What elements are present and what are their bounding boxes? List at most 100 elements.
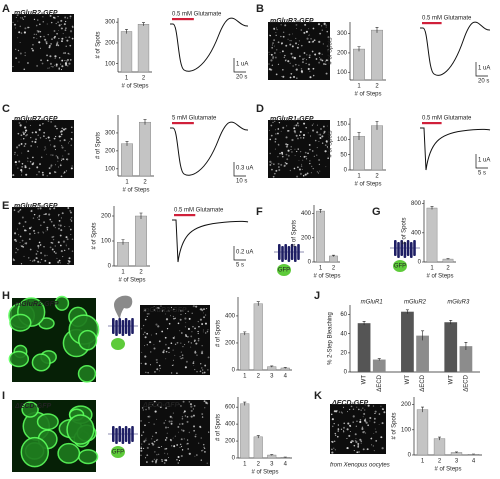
x-axis-label: # of Steps — [118, 278, 145, 284]
spot — [17, 132, 20, 135]
x-tick-label: 2 — [143, 180, 147, 186]
spot — [284, 162, 286, 164]
spot — [180, 313, 182, 316]
spot — [319, 32, 322, 35]
spot — [31, 47, 33, 50]
spot — [19, 235, 22, 238]
scale-current: 0.3 uA — [236, 166, 253, 172]
spot — [287, 60, 290, 63]
spot — [276, 28, 278, 31]
spot — [193, 425, 196, 428]
spot — [43, 246, 45, 248]
spot — [205, 332, 207, 334]
spot — [181, 417, 184, 420]
spot — [285, 136, 288, 139]
spot — [365, 421, 368, 424]
x-tick-label: 4 — [472, 459, 476, 465]
spot — [12, 174, 15, 177]
spot — [373, 450, 375, 452]
spot — [64, 150, 66, 152]
cell — [31, 353, 51, 372]
spot — [144, 309, 147, 312]
spot — [285, 145, 288, 148]
x-tick-label: 2 — [257, 374, 261, 380]
spot — [318, 163, 321, 166]
spot — [289, 43, 292, 46]
spot — [292, 33, 293, 35]
spot — [284, 54, 286, 57]
spot — [14, 153, 16, 155]
spot — [29, 259, 31, 262]
spot — [47, 67, 49, 69]
spot — [352, 415, 355, 418]
x-tick-label: 1 — [125, 76, 129, 82]
spot — [192, 414, 195, 417]
bar — [253, 303, 263, 371]
spot — [58, 57, 61, 59]
spot — [36, 257, 38, 259]
spot — [56, 127, 58, 130]
spot — [193, 429, 196, 432]
spot — [50, 166, 52, 168]
spot — [39, 261, 41, 264]
spot — [32, 156, 34, 159]
spot — [62, 155, 64, 157]
spot — [144, 362, 147, 365]
spot — [179, 446, 181, 448]
spot — [53, 145, 56, 148]
spot — [153, 423, 155, 425]
spot — [63, 139, 66, 142]
x-tick-label: 1 — [421, 459, 425, 465]
spot — [282, 35, 285, 38]
spot — [296, 28, 297, 30]
y-tick-label: 100 — [401, 427, 412, 433]
scale-time: 5 s — [478, 171, 486, 177]
scale-current: 1 uA — [478, 158, 490, 164]
spot — [274, 120, 276, 122]
gfp-label: GFP — [112, 450, 124, 456]
stimulus-label: 0.5 mM Glutamate — [422, 116, 472, 122]
spot — [174, 354, 176, 356]
spot — [69, 58, 72, 61]
bar — [253, 436, 263, 459]
y-axis-label: # of Spots — [96, 132, 102, 159]
x-tick-label: 2 — [332, 266, 336, 272]
error-bar — [357, 46, 361, 52]
spot — [60, 217, 62, 219]
spot — [58, 214, 60, 216]
spot — [57, 261, 60, 264]
scale-bar — [233, 58, 246, 73]
spot — [156, 439, 159, 441]
spot — [274, 138, 277, 141]
spot — [68, 248, 70, 250]
spot — [28, 227, 32, 230]
spot — [331, 440, 334, 443]
spot — [331, 451, 334, 454]
spot — [272, 121, 274, 124]
spot — [12, 65, 14, 68]
spot — [187, 310, 190, 313]
spot — [273, 172, 276, 175]
spot — [63, 171, 66, 173]
spot — [196, 354, 198, 356]
spot — [204, 451, 206, 453]
spot — [290, 39, 292, 42]
stimulus-label: 0.5 mM Glutamate — [422, 16, 472, 22]
current-trace — [170, 121, 249, 176]
spot — [280, 35, 282, 38]
spot — [300, 68, 303, 70]
image-label: mGluR2-GFP — [15, 301, 59, 308]
spot — [312, 40, 315, 43]
spot — [55, 23, 57, 25]
error-bar — [421, 406, 424, 413]
spot — [201, 449, 203, 452]
spot — [54, 227, 56, 229]
spot — [56, 41, 59, 44]
spot — [171, 364, 173, 367]
micrograph — [12, 14, 74, 72]
spot — [71, 131, 73, 133]
spot — [144, 355, 147, 358]
spot — [162, 351, 165, 354]
y-axis-label: # of Spots — [92, 222, 98, 249]
spot — [23, 138, 25, 140]
